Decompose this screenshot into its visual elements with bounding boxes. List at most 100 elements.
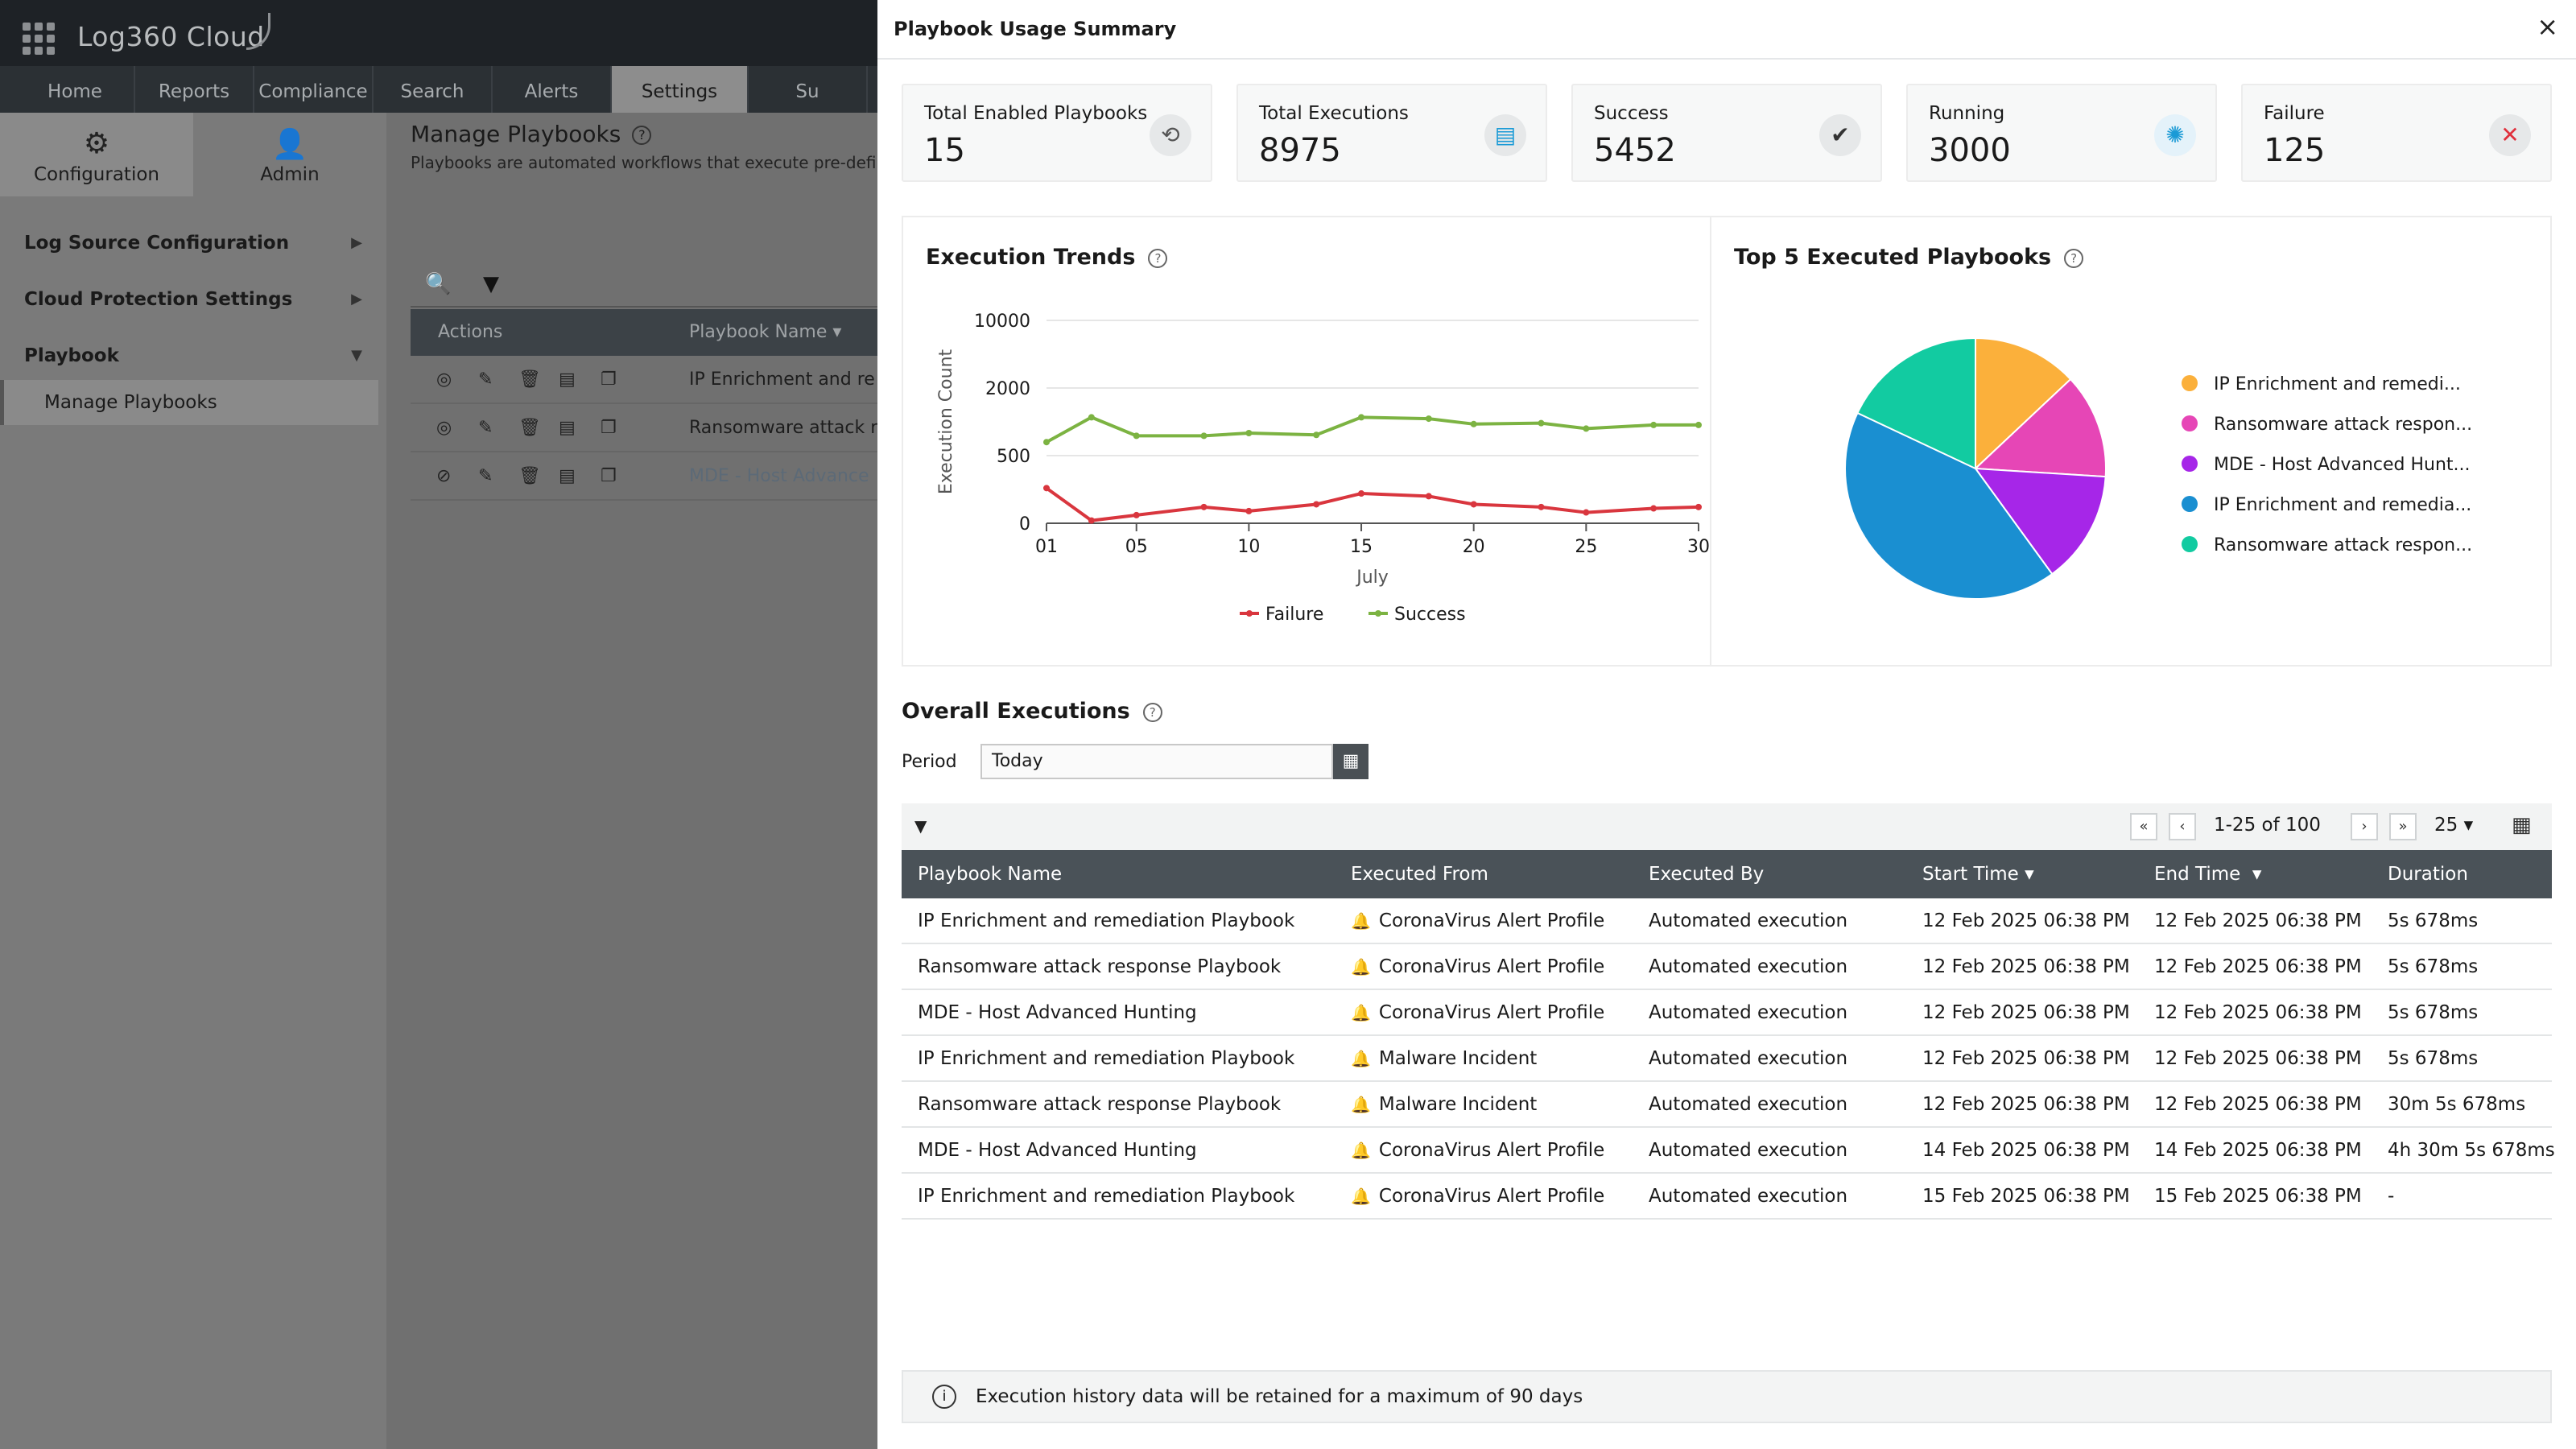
retention-info: i Execution history data will be retaine…	[902, 1370, 2552, 1423]
sidebar-item-cloud-protection[interactable]: Cloud Protection Settings ▶	[0, 274, 386, 325]
help-icon[interactable]: ?	[2064, 248, 2084, 268]
sidebar-tab-label: Configuration	[34, 164, 159, 185]
disabled-icon[interactable]: ⊘	[436, 466, 452, 486]
edit-icon[interactable]: ✎	[478, 369, 493, 390]
close-icon[interactable]: ×	[2537, 11, 2558, 42]
sidebar-item-playbook[interactable]: Playbook ▼	[0, 330, 386, 382]
cell-name[interactable]: IP Enrichment and remediation Playbook	[918, 910, 1295, 931]
pie-slice[interactable]	[1844, 411, 2054, 600]
copy-icon[interactable]: ❐	[601, 466, 617, 486]
card-failure: Failure 125 ✕	[2241, 84, 2552, 182]
calendar-icon[interactable]: ▦	[1333, 744, 1368, 779]
last-page-button[interactable]: »	[2389, 813, 2417, 840]
column-executed-from[interactable]: Executed From	[1351, 864, 1488, 885]
legend-swatch[interactable]	[2182, 415, 2198, 431]
help-icon[interactable]: ?	[632, 126, 652, 145]
cell-name[interactable]: IP Enrichment and remediation Playbook	[918, 1048, 1295, 1069]
page-size-select[interactable]: 25 ▾	[2434, 815, 2474, 836]
pie-slice[interactable]	[1973, 378, 2107, 478]
prev-page-button[interactable]: ‹	[2169, 813, 2196, 840]
cell-name[interactable]: Ransomware attack response Playbook	[918, 1094, 1282, 1115]
playbook-name[interactable]: Ransomware attack r	[689, 418, 878, 438]
sidebar-tab-admin[interactable]: 👤 Admin	[193, 113, 386, 196]
first-page-button[interactable]: «	[2130, 813, 2157, 840]
cell-text: Malware Incident	[1378, 1048, 1538, 1069]
copy-icon[interactable]: ❐	[601, 418, 617, 438]
copy-icon[interactable]: ❐	[601, 369, 617, 390]
cell-name[interactable]: IP Enrichment and remediation Playbook	[918, 1186, 1295, 1207]
sidebar-tab-configuration[interactable]: ⚙ Configuration	[0, 113, 193, 196]
delete-icon[interactable]: 🗑	[518, 369, 541, 390]
cell-start: 12 Feb 2025 06:38 PM	[1922, 1002, 2130, 1023]
filter-icon[interactable]: ▼	[483, 272, 499, 296]
legend-label[interactable]: IP Enrichment and remedi...	[2214, 374, 2461, 394]
column-duration[interactable]: Duration	[2388, 864, 2468, 885]
section-title-text: Overall Executions	[902, 699, 1130, 724]
data-point-failure	[1470, 501, 1477, 508]
help-icon[interactable]: ?	[1148, 248, 1168, 268]
cell-end: 15 Feb 2025 06:38 PM	[2154, 1186, 2362, 1207]
legend-swatch[interactable]	[2182, 536, 2198, 552]
enabled-icon[interactable]: ◎	[436, 369, 452, 390]
cell-from: 🔔 CoronaVirus Alert Profile	[1351, 1128, 1604, 1174]
cell-text: CoronaVirus Alert Profile	[1378, 910, 1605, 931]
cell-name[interactable]: MDE - Host Advanced Hunting	[918, 1002, 1197, 1023]
playbook-name[interactable]: IP Enrichment and re	[689, 369, 875, 390]
legend-swatch[interactable]	[2182, 456, 2198, 472]
pie-slice[interactable]	[1975, 336, 2072, 471]
tab-reports[interactable]: Reports	[135, 66, 254, 113]
column-start-time[interactable]: Start Time ▾	[1922, 864, 2034, 885]
cell-name[interactable]: MDE - Host Advanced Hunting	[918, 1140, 1197, 1161]
sidebar-tab-label: Admin	[260, 164, 320, 185]
period-input[interactable]: Today	[980, 744, 1333, 779]
legend-label[interactable]: MDE - Host Advanced Hunt...	[2214, 455, 2471, 475]
next-page-button[interactable]: ›	[2351, 813, 2378, 840]
edit-icon[interactable]: ✎	[478, 466, 493, 486]
app-grid-icon[interactable]	[23, 23, 55, 55]
column-playbook-name[interactable]: Playbook Name	[918, 864, 1063, 885]
tab-compliance[interactable]: Compliance	[254, 66, 374, 113]
tab-alerts[interactable]: Alerts	[493, 66, 612, 113]
edit-icon[interactable]: ✎	[478, 418, 493, 438]
column-end-time[interactable]: End Time ▾	[2154, 864, 2262, 885]
history-icon[interactable]: ▤	[559, 369, 576, 390]
pie-slice[interactable]	[1973, 467, 2107, 576]
legend-marker	[1246, 610, 1253, 617]
cell-by: Automated execution	[1649, 956, 1848, 977]
sidebar-item-log-source[interactable]: Log Source Configuration ▶	[0, 217, 386, 269]
column-playbook-name[interactable]: Playbook Name ▾	[689, 322, 842, 342]
tab-more[interactable]: Su	[749, 66, 868, 113]
playbook-name[interactable]: MDE - Host Advance	[689, 466, 869, 486]
search-icon[interactable]: 🔍	[425, 272, 452, 296]
legend-label[interactable]: Ransomware attack respon...	[2214, 535, 2472, 555]
panel-title: Top 5 Executed Playbooks?	[1734, 245, 2084, 270]
delete-icon[interactable]: 🗑	[518, 418, 541, 438]
bell-icon: 🔔	[1351, 1141, 1371, 1160]
help-icon[interactable]: ?	[1142, 702, 1162, 722]
legend-swatch[interactable]	[2182, 496, 2198, 512]
tab-search[interactable]: Search	[374, 66, 493, 113]
legend-label[interactable]: Ransomware attack respon...	[2214, 415, 2472, 435]
table-row: MDE - Host Advanced Hunting 🔔 CoronaVirus …	[902, 990, 2552, 1036]
delete-icon[interactable]: 🗑	[518, 466, 541, 486]
column-executed-by[interactable]: Executed By	[1649, 864, 1765, 885]
pie-slice[interactable]	[1856, 336, 1976, 470]
filter-icon[interactable]: ▼	[914, 816, 927, 836]
enabled-icon[interactable]: ◎	[436, 418, 452, 438]
playbook-icon: ⟲	[1150, 114, 1191, 156]
bell-icon: 🔔	[1351, 1187, 1371, 1206]
tab-home[interactable]: Home	[16, 66, 135, 113]
cell-name[interactable]: Ransomware attack response Playbook	[918, 956, 1282, 977]
data-point-success	[1088, 414, 1095, 421]
legend-label[interactable]: IP Enrichment and remedia...	[2214, 495, 2471, 515]
history-icon[interactable]: ▤	[559, 466, 576, 486]
sidebar-subitem-manage-playbooks[interactable]: Manage Playbooks	[0, 380, 378, 425]
legend-swatch[interactable]	[2182, 375, 2198, 391]
history-icon[interactable]: ▤	[559, 418, 576, 438]
data-point-failure	[1695, 503, 1702, 510]
x-tick-label: 30	[1687, 537, 1710, 557]
top5-pie-chart: IP Enrichment and remedi... Ransomware at…	[1844, 336, 2472, 600]
tab-settings[interactable]: Settings	[612, 66, 749, 113]
cell-start: 15 Feb 2025 06:38 PM	[1922, 1186, 2130, 1207]
column-chooser-icon[interactable]: ▦	[2512, 813, 2532, 837]
